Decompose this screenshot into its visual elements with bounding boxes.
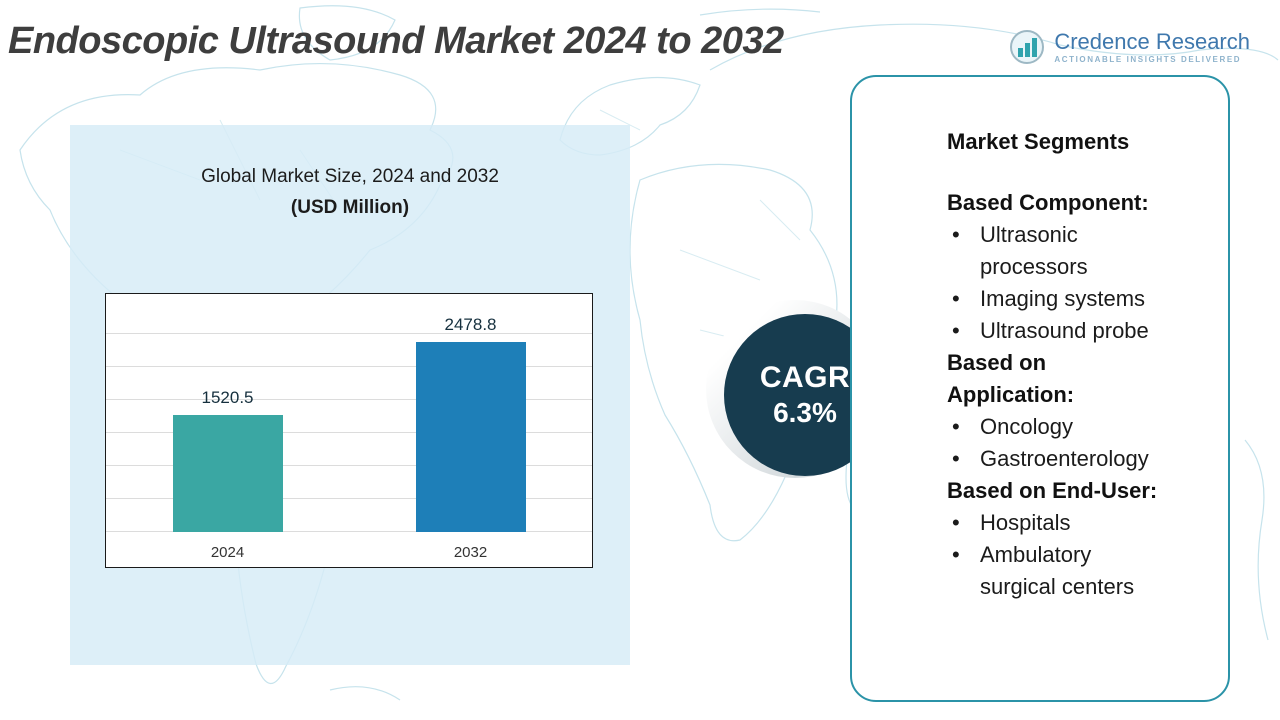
- segment-item: Oncology: [947, 411, 1170, 443]
- bar-2024: [172, 415, 283, 532]
- chart-title: Global Market Size, 2024 and 2032 (USD M…: [70, 161, 630, 224]
- chart-panel: Global Market Size, 2024 and 2032 (USD M…: [70, 125, 630, 665]
- x-axis-labels: 2024 2032: [106, 544, 592, 561]
- bar-group-2032: 2478.8: [415, 302, 526, 532]
- segment-item: Ambulatory surgical centers: [947, 539, 1170, 603]
- logo-icon: [1010, 30, 1045, 64]
- segment-item: Ultrasonic processors: [947, 219, 1170, 283]
- segment-heading: Based Component:: [947, 190, 1149, 215]
- segment-group-component: Based Component: Ultrasonic processors I…: [947, 187, 1170, 347]
- x-axis-label-2024: 2024: [210, 544, 245, 561]
- bar-2032: [415, 341, 526, 532]
- segment-item: Imaging systems: [947, 283, 1170, 315]
- bar-group-2024: 1520.5: [172, 302, 283, 532]
- segment-item: Hospitals: [947, 507, 1170, 539]
- segment-heading: Based on End-User:: [947, 478, 1158, 503]
- bar-value-label: 1520.5: [201, 388, 254, 408]
- bar-chart: 1520.5 2478.8 2024 2032: [105, 293, 593, 568]
- chart-title-line1: Global Market Size, 2024 and 2032: [201, 166, 499, 187]
- cagr-value: 6.3%: [773, 397, 837, 429]
- segment-item: Ultrasound probe: [947, 315, 1170, 347]
- logo-name: Credence Research: [1054, 28, 1250, 54]
- chart-title-line2: (USD Million): [290, 197, 410, 219]
- segment-heading: Based on Application:: [947, 350, 1075, 407]
- segment-group-end-user: Based on End-User: Hospitals Ambulatory …: [947, 475, 1170, 603]
- segments-title: Market Segments: [947, 129, 1130, 154]
- cagr-label: CAGR: [759, 361, 851, 395]
- segment-group-application: Based on Application: Oncology Gastroent…: [947, 347, 1170, 475]
- market-segments-panel: Market Segments Based Component: Ultraso…: [850, 75, 1230, 702]
- x-axis-label-2032: 2032: [453, 544, 488, 561]
- page-title: Endoscopic Ultrasound Market 2024 to 203…: [8, 20, 784, 62]
- plot-area: 1520.5 2478.8: [106, 302, 592, 532]
- bar-value-label: 2478.8: [444, 314, 497, 334]
- segment-item: Gastroenterology: [947, 443, 1170, 475]
- logo: Credence Research Actionable Insights De…: [1008, 28, 1250, 66]
- logo-tagline: Actionable Insights Delivered: [1054, 55, 1242, 65]
